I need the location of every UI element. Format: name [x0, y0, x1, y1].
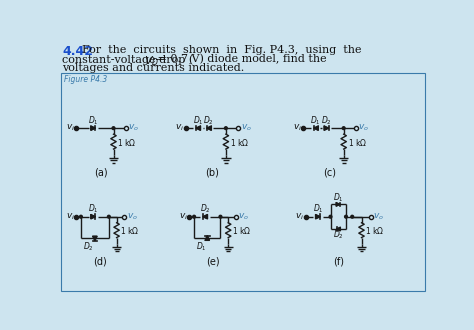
- Text: $v_o$: $v_o$: [241, 123, 252, 133]
- Text: $D_1$: $D_1$: [313, 203, 323, 215]
- Text: 1 k$\Omega$: 1 k$\Omega$: [347, 137, 367, 148]
- Text: $D_1$: $D_1$: [88, 203, 99, 215]
- Text: $D_1$: $D_1$: [192, 114, 203, 127]
- Text: 4.42: 4.42: [63, 45, 93, 58]
- Text: (d): (d): [93, 256, 107, 266]
- Polygon shape: [316, 214, 320, 219]
- Circle shape: [108, 215, 110, 218]
- Text: 1 k$\Omega$: 1 k$\Omega$: [118, 137, 137, 148]
- Polygon shape: [205, 236, 210, 240]
- Circle shape: [112, 127, 115, 130]
- Polygon shape: [336, 203, 340, 206]
- Text: $D_2$: $D_2$: [200, 203, 210, 215]
- Text: $V_D$: $V_D$: [145, 54, 160, 68]
- Text: $D_2$: $D_2$: [203, 114, 214, 127]
- Circle shape: [329, 215, 332, 218]
- Text: $v_o$: $v_o$: [128, 123, 139, 133]
- Text: $v_o$: $v_o$: [238, 212, 249, 222]
- Text: $v_i$: $v_i$: [293, 123, 302, 133]
- Polygon shape: [324, 126, 328, 130]
- Text: voltages and currents indicated.: voltages and currents indicated.: [63, 63, 245, 74]
- Text: (b): (b): [205, 168, 219, 178]
- Polygon shape: [91, 214, 95, 219]
- Text: $v_i$: $v_i$: [175, 123, 184, 133]
- Circle shape: [342, 127, 345, 130]
- Circle shape: [345, 215, 347, 218]
- Text: Figure P4.3: Figure P4.3: [64, 75, 107, 84]
- Polygon shape: [91, 126, 95, 130]
- Text: $D_2$: $D_2$: [321, 114, 332, 127]
- Text: $D_1$: $D_1$: [333, 192, 344, 205]
- Circle shape: [219, 215, 222, 218]
- Polygon shape: [196, 126, 201, 130]
- Text: $D_2$: $D_2$: [333, 229, 344, 242]
- Text: = 0.7 V) diode model, find the: = 0.7 V) diode model, find the: [154, 54, 327, 65]
- Text: $D_2$: $D_2$: [83, 241, 94, 253]
- Text: (a): (a): [94, 168, 108, 178]
- Text: 1 k$\Omega$: 1 k$\Omega$: [232, 225, 251, 236]
- Polygon shape: [337, 227, 340, 231]
- Text: $v_i$: $v_i$: [66, 212, 75, 222]
- Circle shape: [80, 215, 82, 218]
- Text: $v_o$: $v_o$: [358, 123, 369, 133]
- Text: $v_i$: $v_i$: [179, 212, 188, 222]
- Text: $D_1$: $D_1$: [196, 241, 207, 253]
- Text: 1 k$\Omega$: 1 k$\Omega$: [120, 225, 140, 236]
- Text: $D_1$: $D_1$: [310, 114, 321, 127]
- Bar: [61, 74, 425, 291]
- Text: $v_o$: $v_o$: [373, 212, 384, 222]
- Polygon shape: [314, 126, 319, 130]
- Text: 1 k$\Omega$: 1 k$\Omega$: [230, 137, 249, 148]
- Text: constant-voltage-drop (: constant-voltage-drop (: [63, 54, 193, 65]
- Text: For  the  circuits  shown  in  Fig. P4.3,  using  the: For the circuits shown in Fig. P4.3, usi…: [82, 45, 362, 55]
- Text: $v_o$: $v_o$: [127, 212, 137, 222]
- Text: (c): (c): [323, 168, 336, 178]
- Polygon shape: [207, 126, 211, 130]
- Text: $v_i$: $v_i$: [66, 123, 75, 133]
- Text: $D_1$: $D_1$: [88, 114, 99, 127]
- Polygon shape: [93, 236, 97, 241]
- Text: (f): (f): [333, 256, 344, 266]
- Circle shape: [225, 127, 227, 130]
- Polygon shape: [203, 214, 208, 219]
- Text: $v_i$: $v_i$: [295, 212, 304, 222]
- Text: 1 k$\Omega$: 1 k$\Omega$: [365, 225, 384, 236]
- Text: (e): (e): [206, 256, 219, 266]
- Circle shape: [193, 215, 195, 218]
- Circle shape: [351, 215, 354, 218]
